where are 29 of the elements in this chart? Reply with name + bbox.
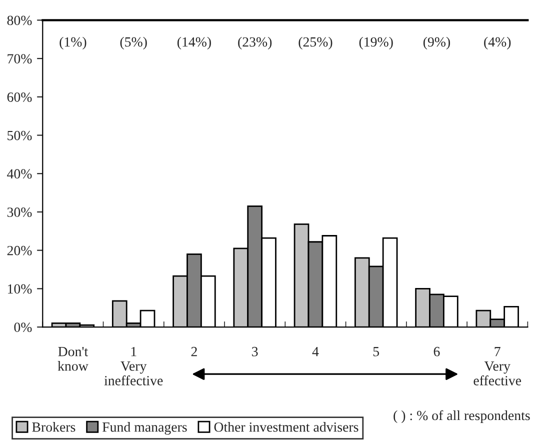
x-tick-label: 4 <box>312 346 319 356</box>
legend-label: Other investment advisers <box>214 422 358 432</box>
x-tick-label: 6 <box>434 346 440 356</box>
legend-label: Brokers <box>32 422 76 432</box>
y-tick-label: 20% <box>7 246 32 256</box>
x-tick-label: 3 <box>252 346 258 356</box>
y-tick-label: 10% <box>8 284 32 294</box>
annotation: (9%) <box>423 36 450 50</box>
y-tick-label: 40% <box>7 169 32 179</box>
annotation: (14%) <box>177 36 211 50</box>
annotation: (1%) <box>60 36 86 50</box>
x-tick-label: Don't know <box>58 347 88 371</box>
x-tick-label: 2 <box>191 346 197 356</box>
annotation: (25%) <box>298 36 332 50</box>
text: ( ) : % of all respondents <box>394 410 530 424</box>
x-tick-label: 5 <box>373 347 380 356</box>
y-tick-label: 0% <box>14 322 32 332</box>
annotation: (5%) <box>120 36 147 50</box>
x-tick-label: 1 Very ineffective <box>104 346 163 386</box>
x-tick-label: 7 Very effective <box>474 347 522 386</box>
y-tick-label: 80% <box>7 16 32 26</box>
annotation: (19%) <box>359 36 393 50</box>
y-tick-label: 70% <box>8 54 32 64</box>
annotation: (23%) <box>238 36 272 50</box>
y-tick-label: 30% <box>7 208 32 217</box>
y-tick-label: 60% <box>7 92 32 102</box>
annotation: (4%) <box>484 36 511 50</box>
legend-label: Fund managers <box>102 422 187 435</box>
y-tick-label: 50% <box>8 130 32 140</box>
